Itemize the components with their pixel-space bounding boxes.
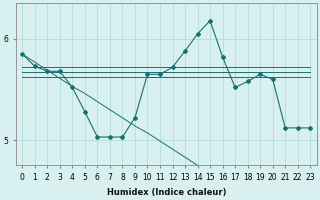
X-axis label: Humidex (Indice chaleur): Humidex (Indice chaleur) xyxy=(107,188,226,197)
